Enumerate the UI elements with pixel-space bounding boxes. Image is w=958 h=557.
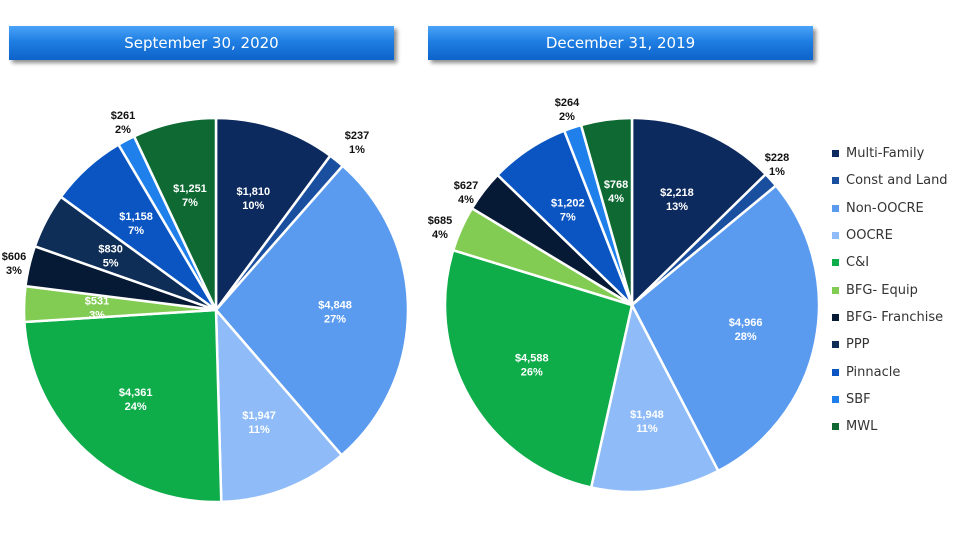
value-label-pinnacle: $1,202: [551, 197, 585, 209]
slice-mwl: [132, 116, 218, 311]
legend-swatch: [832, 150, 839, 158]
percent-label-bfg-franchise: 3%: [6, 265, 22, 277]
slice-non-oocre: [630, 183, 821, 473]
percent-label-bfg-franchise: 4%: [458, 194, 474, 206]
legend-label: C&I: [846, 255, 870, 271]
legend-swatch: [832, 341, 839, 349]
legend-label: OOCRE: [846, 228, 893, 244]
value-label-sbf: $264: [555, 97, 580, 109]
percent-label-multi-family: 10%: [242, 200, 264, 212]
percent-label-sbf: 2%: [559, 111, 575, 123]
value-label-oocre: $1,948: [630, 409, 664, 421]
percent-label-const-and-land: 1%: [349, 144, 365, 156]
legend: Multi-Family Const and Land Non-OOCRE OOCRE…: [832, 140, 948, 440]
slice-multi-family: [214, 116, 333, 314]
legend-swatch: [832, 204, 839, 212]
value-label-candi: $4,588: [515, 352, 549, 364]
slice-oocre: [589, 301, 720, 494]
percent-label-candi: 24%: [125, 401, 147, 413]
legend-swatch: [832, 177, 839, 185]
legend-swatch: [832, 423, 839, 431]
value-label-non-oocre: $4,848: [318, 299, 352, 311]
percent-label-candi: 26%: [521, 366, 543, 378]
pie-dec-2019: $2,218 13% $228 1% $4,966 28% $1,948 11% $4,588 2…: [428, 97, 821, 494]
value-label-bfg-equip: $685: [428, 215, 452, 227]
legend-swatch: [832, 286, 839, 294]
value-label-multi-family: $1,810: [236, 186, 270, 198]
slice-oocre: [214, 306, 344, 504]
legend-item-mwl: MWL: [832, 413, 948, 440]
percent-label-pinnacle: 7%: [560, 211, 576, 223]
legend-swatch: [832, 232, 839, 240]
value-label-bfg-equip: $531: [85, 295, 109, 307]
percent-label-non-oocre: 28%: [735, 331, 757, 343]
pie-sep-2020: $1,810 10% $237 1% $4,848 27% $1,947 11% $4,361 2…: [2, 110, 410, 504]
legend-label: SBF: [846, 391, 871, 407]
value-label-const-and-land: $228: [765, 152, 789, 164]
legend-label: Const and Land: [846, 173, 948, 189]
value-label-const-and-land: $237: [345, 130, 369, 142]
value-label-bfg-franchise: $627: [454, 180, 478, 192]
percent-label-sbf: 2%: [115, 124, 131, 136]
legend-label: BFG- Franchise: [846, 309, 944, 325]
legend-item-non-oocre: Non-OOCRE: [832, 195, 948, 222]
percent-label-const-and-land: 1%: [769, 166, 785, 178]
legend-item-ppp: PPP: [832, 331, 948, 358]
value-label-oocre: $1,947: [242, 410, 276, 422]
value-label-candi: $4,361: [119, 387, 153, 399]
percent-label-multi-family: 13%: [666, 201, 688, 213]
slice-mwl: [579, 116, 634, 306]
percent-label-bfg-equip: 3%: [89, 309, 105, 321]
percent-label-oocre: 11%: [636, 423, 658, 435]
legend-swatch: [832, 368, 839, 376]
value-label-sbf: $261: [111, 110, 135, 122]
slice-candi: [23, 308, 223, 504]
legend-label: Multi-Family: [846, 146, 925, 162]
slice-non-oocre: [214, 164, 410, 457]
value-label-mwl: $768: [604, 179, 628, 191]
legend-swatch: [832, 313, 839, 321]
legend-label: BFG- Equip: [846, 282, 918, 298]
legend-label: PPP: [846, 337, 870, 353]
value-label-ppp: $830: [98, 244, 122, 256]
chart-title-dec-2019: December 31, 2019: [428, 26, 813, 60]
slice-candi: [443, 248, 634, 489]
legend-swatch: [832, 259, 839, 267]
legend-label: Non-OOCRE: [846, 200, 924, 216]
legend-item-sbf: SBF: [832, 386, 948, 413]
legend-label: MWL: [846, 419, 878, 435]
percent-label-ppp: 5%: [103, 258, 119, 270]
percent-label-pinnacle: 7%: [128, 225, 144, 237]
percent-label-non-oocre: 27%: [324, 313, 346, 325]
legend-item-bfg-franchise: BFG- Franchise: [832, 304, 948, 331]
legend-item-const-and-land: Const and Land: [832, 167, 948, 194]
legend-item-oocre: OOCRE: [832, 222, 948, 249]
percent-label-mwl: 7%: [182, 197, 198, 209]
legend-item-multi-family: Multi-Family: [832, 140, 948, 167]
slice-multi-family: [630, 116, 768, 308]
legend-item-candi: C&I: [832, 249, 948, 276]
legend-item-pinnacle: Pinnacle: [832, 358, 948, 385]
legend-swatch: [832, 395, 839, 403]
value-label-multi-family: $2,218: [660, 187, 694, 199]
legend-item-bfg-equip: BFG- Equip: [832, 276, 948, 303]
value-label-non-oocre: $4,966: [729, 317, 763, 329]
percent-label-bfg-equip: 4%: [432, 229, 448, 241]
percent-label-mwl: 4%: [608, 193, 624, 205]
chart-title-sep-2020: September 30, 2020: [9, 26, 394, 60]
value-label-pinnacle: $1,158: [119, 211, 153, 223]
percent-label-oocre: 11%: [248, 424, 270, 436]
legend-label: Pinnacle: [846, 364, 901, 380]
value-label-bfg-franchise: $606: [2, 251, 26, 263]
value-label-mwl: $1,251: [173, 183, 207, 195]
